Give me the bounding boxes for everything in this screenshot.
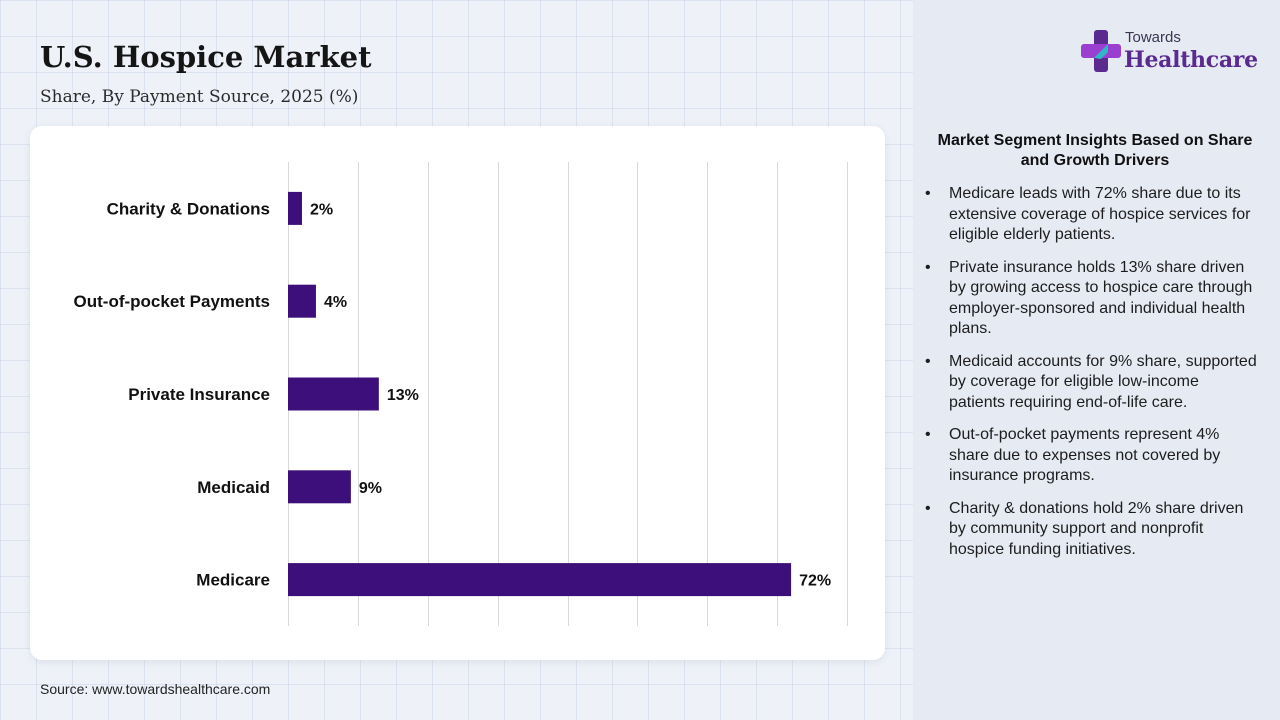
insight-item: Charity & donations hold 2% share driven… (925, 499, 1257, 561)
value-label: 4% (324, 294, 347, 311)
bar (288, 470, 351, 504)
insights-list: Medicare leads with 72% share due to its… (925, 184, 1257, 572)
bar-chart: Charity & Donations 2% Out-of-pocket Payme… (74, 162, 848, 626)
category-label: Medicare (196, 571, 270, 590)
bar (288, 377, 379, 411)
brand-logo[interactable]: Towards Healthcare (1081, 26, 1258, 76)
bar (288, 191, 302, 225)
category-label: Private Insurance (128, 385, 270, 404)
insight-item: Private insurance holds 13% share driven… (925, 258, 1257, 340)
page-subtitle: Share, By Payment Source, 2025 (%) (40, 87, 359, 107)
plus-cross-icon (1081, 30, 1121, 72)
insight-item: Medicaid accounts for 9% share, supporte… (925, 352, 1257, 414)
value-label: 2% (310, 201, 333, 218)
page-title: U.S. Hospice Market (40, 40, 372, 74)
bar (288, 563, 792, 597)
insights-panel: Towards Healthcare Market Segment Insigh… (913, 0, 1280, 720)
category-label: Out-of-pocket Payments (74, 292, 270, 311)
insight-item: Medicare leads with 72% share due to its… (925, 184, 1257, 246)
source-note: Source: www.towardshealthcare.com (40, 681, 271, 697)
logo-text-towards: Towards (1125, 29, 1181, 46)
category-label: Charity & Donations (107, 199, 270, 218)
value-label: 72% (799, 573, 831, 590)
value-label: 13% (387, 387, 419, 404)
insight-item: Out-of-pocket payments represent 4% shar… (925, 425, 1257, 487)
value-label: 9% (359, 480, 382, 497)
insights-title: Market Segment Insights Based on Share a… (937, 132, 1253, 169)
category-label: Medicaid (197, 478, 270, 497)
chart-card: Charity & Donations 2% Out-of-pocket Payme… (30, 126, 885, 660)
bar (288, 284, 316, 318)
logo-text-healthcare: Healthcare (1124, 47, 1258, 73)
